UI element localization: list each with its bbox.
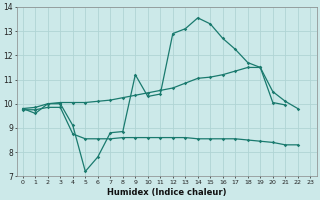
X-axis label: Humidex (Indice chaleur): Humidex (Indice chaleur) <box>107 188 226 197</box>
